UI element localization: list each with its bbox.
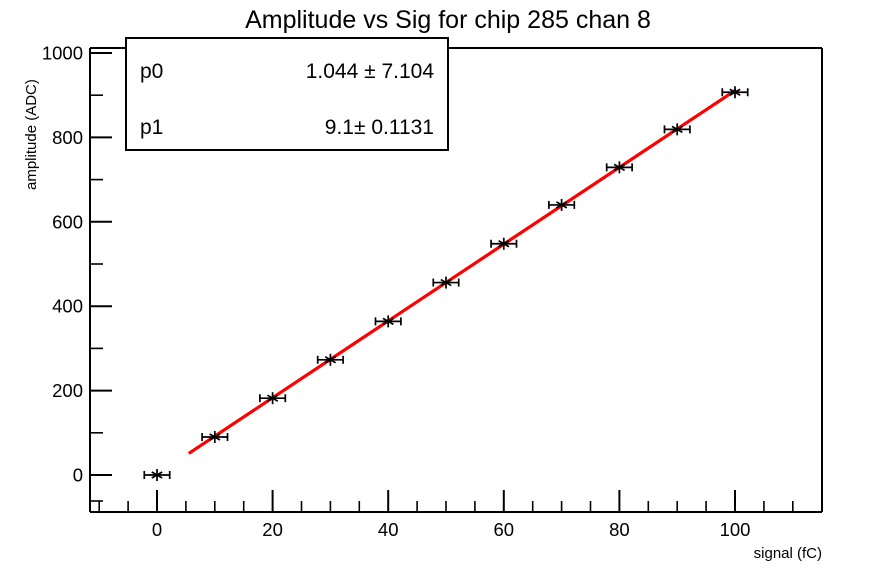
y-tick-label: 1000 (42, 43, 83, 64)
x-tick-label: 80 (609, 519, 630, 540)
page-title: Amplitude vs Sig for chip 285 chan 8 (245, 6, 651, 34)
y-tick-label: 400 (52, 296, 83, 317)
asterisk-marker-ray (671, 125, 683, 134)
x-axis-ticks (98, 490, 794, 512)
x-tick-labels: 0 20 40 60 80 100 (152, 519, 751, 540)
data-point (201, 431, 229, 444)
stats-box[interactable]: p0 1.044 ± 7.104 p1 9.1± 0.1131 (125, 37, 449, 151)
y-tick-label: 200 (52, 380, 83, 401)
data-point (490, 237, 518, 250)
stats-param-value: 9.1± 0.1131 (325, 116, 434, 139)
x-tick-label: 60 (494, 519, 515, 540)
asterisk-marker-ray (555, 201, 568, 209)
stats-box-frame (125, 37, 449, 151)
asterisk-marker-ray (324, 356, 337, 364)
y-tick-label: 800 (52, 127, 83, 148)
asterisk-marker-ray (613, 163, 626, 172)
data-point (259, 392, 287, 405)
stats-param-name: p1 (140, 116, 163, 139)
asterisk-marker-ray (440, 278, 452, 287)
data-point (605, 161, 633, 174)
data-points-group (143, 86, 749, 481)
y-axis-title: amplitude (ADC) (23, 79, 40, 190)
y-tick-labels: 0 200 400 600 800 1000 (42, 43, 83, 486)
y-tick-label: 600 (52, 211, 83, 232)
asterisk-marker-ray (382, 317, 394, 326)
y-axis-ticks (90, 52, 112, 502)
x-axis-title: signal (fC) (754, 545, 822, 562)
y-tick-label: 0 (73, 465, 83, 486)
data-point (721, 86, 749, 99)
asterisk-marker-ray (498, 240, 510, 248)
stats-param-name: p0 (140, 60, 163, 83)
asterisk-marker-ray (209, 433, 221, 441)
stats-param-value: 1.044 ± 7.104 (306, 60, 435, 83)
data-point (432, 276, 460, 289)
data-point (143, 469, 171, 481)
data-point (316, 353, 344, 366)
data-point (663, 123, 691, 136)
x-tick-label: 20 (262, 519, 283, 540)
x-tick-label: 40 (378, 519, 399, 540)
asterisk-marker-ray (266, 394, 279, 402)
x-tick-label: 0 (152, 519, 162, 540)
data-point (548, 198, 576, 211)
data-point (374, 315, 402, 328)
x-tick-label: 100 (720, 519, 751, 540)
asterisk-marker-ray (729, 88, 741, 96)
fit-line-group (187, 88, 738, 455)
asterisk-marker-ray (151, 471, 163, 479)
fit-line (187, 88, 738, 455)
